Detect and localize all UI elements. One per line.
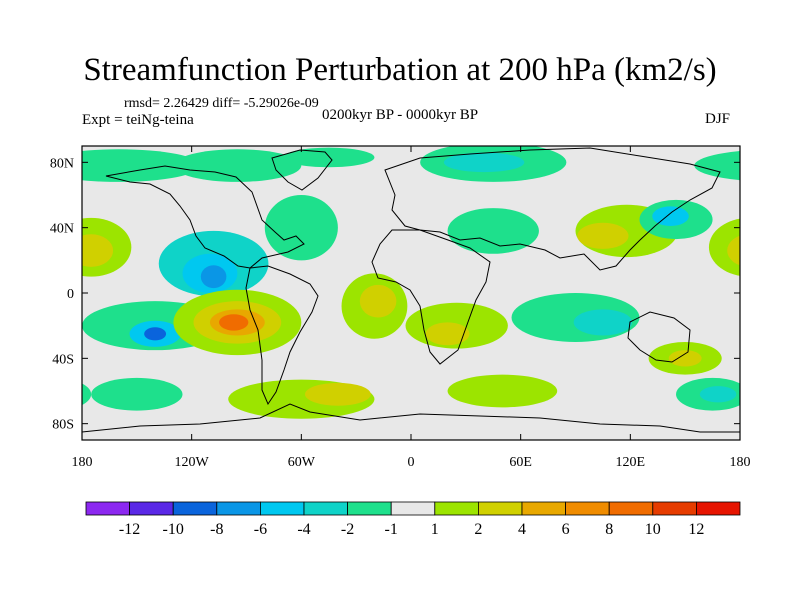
- anomaly-indian-ocean-core: [573, 309, 633, 336]
- legend-swatch: [85, 501, 130, 516]
- legend-label: -8: [210, 521, 223, 538]
- anomaly-antarctic-pacific-negative: [82, 383, 92, 406]
- legend-swatch: [347, 501, 392, 516]
- legend-swatch: [477, 501, 523, 516]
- anomaly-north-pacific-negative: [82, 149, 201, 182]
- legend-label: -1: [385, 521, 398, 538]
- legend-swatch: [259, 501, 305, 516]
- lat-tick-label: 80N: [50, 156, 74, 171]
- anomaly-south-indian-positive: [447, 374, 558, 408]
- legend-label: -4: [297, 521, 310, 538]
- period-label: 0200kyr BP - 0000kyr BP: [322, 107, 479, 123]
- legend-label: 12: [688, 521, 704, 538]
- anomaly-mexico-center: [200, 265, 227, 289]
- legend-label: -2: [341, 521, 354, 538]
- anomaly-north-atlantic-negative: [264, 195, 338, 261]
- anomaly-north-pacific-positive-core: [82, 234, 114, 267]
- anomaly-central-asia-negative: [447, 208, 539, 254]
- legend-swatch: [303, 501, 348, 516]
- lat-tick-label: 0: [67, 287, 74, 302]
- lon-tick-label: 120E: [616, 455, 646, 470]
- lon-tick-label: 180: [730, 455, 751, 470]
- legend-swatch: [129, 501, 174, 516]
- stats-line: rmsd= 2.26429 diff= -5.29026e-09: [124, 96, 319, 111]
- legend-label: 6: [562, 521, 570, 538]
- anomaly-antarctic-negative: [91, 377, 183, 411]
- legend-swatch: [521, 501, 566, 516]
- legend-swatch: [390, 501, 436, 516]
- legend-label: 8: [605, 521, 613, 538]
- coastline-africa: [371, 229, 491, 365]
- season-label: DJF: [705, 111, 731, 127]
- anomaly-north-pacific-negative: [694, 150, 740, 181]
- legend-label: 4: [518, 521, 526, 538]
- lat-tick-label: 80S: [52, 418, 74, 433]
- lon-tick-label: 180: [72, 455, 93, 470]
- lon-tick-label: 0: [408, 455, 415, 470]
- legend-label: 2: [474, 521, 482, 538]
- lat-tick-label: 40N: [50, 222, 74, 237]
- anomaly-southern-ocean-core: [304, 382, 371, 406]
- anomaly-arctic-eurasia-core: [443, 152, 525, 173]
- coastline-europe-asia: [384, 147, 721, 271]
- legend-label: -10: [163, 521, 184, 538]
- legend-swatch: [652, 501, 697, 516]
- coastline-greenland: [271, 149, 333, 191]
- legend-label: 10: [645, 521, 661, 538]
- legend-label: -6: [254, 521, 267, 538]
- legend-swatch: [216, 501, 261, 516]
- coastline-north-america: [105, 165, 305, 269]
- anomaly-arctic-atlantic-negative: [283, 147, 375, 168]
- legend-swatch: [608, 501, 654, 516]
- anomaly-southeast-pacific-8: [219, 314, 249, 331]
- legend-swatch: [565, 501, 610, 516]
- experiment-label: Expt = teiNg-teina: [82, 112, 194, 128]
- coastline-south-america: [245, 265, 319, 406]
- legend-swatch: [696, 501, 741, 516]
- lat-tick-label: 40S: [52, 352, 74, 367]
- lon-tick-label: 120W: [175, 455, 210, 470]
- anomaly-south-pacific-center: [144, 327, 167, 341]
- anomaly-australia-core: [668, 350, 702, 367]
- anomaly-north-pacific-positive-core: [727, 235, 740, 266]
- lon-tick-label: 60E: [509, 455, 532, 470]
- anomaly-antarctic-pacific-core: [699, 386, 737, 403]
- legend-swatch: [434, 501, 479, 516]
- lon-tick-label: 60W: [288, 455, 316, 470]
- plot-title: Streamfunction Perturbation at 200 hPa (…: [83, 52, 717, 88]
- coastline-australia: [627, 311, 691, 363]
- anomaly-south-atlantic-core: [359, 284, 397, 318]
- anomaly-west-pacific-positive-core: [577, 222, 629, 249]
- anomaly-north-pacific-positive: [708, 218, 740, 276]
- legend-label: 1: [431, 521, 439, 538]
- legend-label: -12: [119, 521, 140, 538]
- coastline-antarctica: [82, 403, 740, 433]
- legend-swatch: [172, 501, 218, 516]
- anomaly-southern-africa-core: [425, 322, 470, 346]
- anomaly-arctic-canada-negative: [173, 149, 302, 182]
